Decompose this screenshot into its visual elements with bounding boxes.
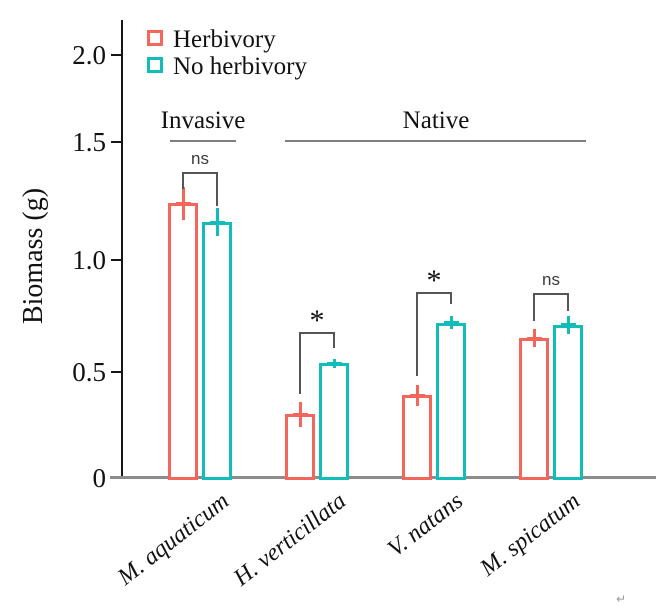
sig-bracket-left-leg [416,292,418,376]
sig-bracket [299,332,335,334]
invasive-annotation-line [170,140,236,142]
native-annotation: Native [402,107,470,134]
error-bar-cap [209,220,225,224]
bar-no-herbivory [319,363,349,480]
bar-herbivory [519,338,549,480]
error-bar-cap [292,412,308,416]
y-tick-label: 0.5 [72,357,106,387]
bar-no-herbivory [436,322,466,480]
sig-bracket [416,292,452,294]
y-tick [111,371,122,373]
significance-label: ns [191,149,209,168]
error-bar-cap [326,361,342,365]
bar-no-herbivory [553,324,583,480]
sig-bracket-left-leg [299,332,301,394]
sig-bracket [533,293,569,295]
y-tick-label: 1.5 [72,127,106,157]
error-bar-cap [409,393,425,397]
error-bar-cap [526,336,542,340]
significance-label: * [309,304,325,337]
sig-bracket-right-leg [216,172,218,206]
sig-bracket [182,172,218,174]
error-bar-cap [560,323,576,327]
invasive-annotation: Invasive [160,107,246,134]
bar-herbivory [168,203,198,480]
y-tick [111,259,122,261]
y-tick-label: 0 [92,462,107,493]
error-bar-cap [175,201,191,205]
no-herbivory-swatch-icon [147,57,163,73]
error-bar-cap [443,321,459,325]
sig-bracket-right-leg [450,292,452,304]
sig-bracket-left-leg [182,172,184,189]
legend-label-no-herbivory: No herbivory [173,53,307,80]
legend-label-herbivory: Herbivory [173,26,276,53]
bar-herbivory [402,395,432,480]
bar-no-herbivory [202,222,232,480]
sig-bracket-left-leg [533,293,535,321]
y-tick-label: 1.0 [72,245,106,275]
native-annotation-line [285,140,586,142]
y-tick [111,54,122,56]
y-tick-label: 2.0 [72,40,106,70]
herbivory-swatch-icon [147,30,163,46]
sig-bracket-right-leg [333,332,335,348]
significance-label: ns [542,270,560,289]
sig-bracket-right-leg [567,293,569,311]
y-axis-line [121,20,123,479]
y-tick [111,141,122,143]
x-axis-line [110,476,656,479]
significance-label: * [426,264,442,297]
stray-artifact: ↵ [616,592,627,606]
